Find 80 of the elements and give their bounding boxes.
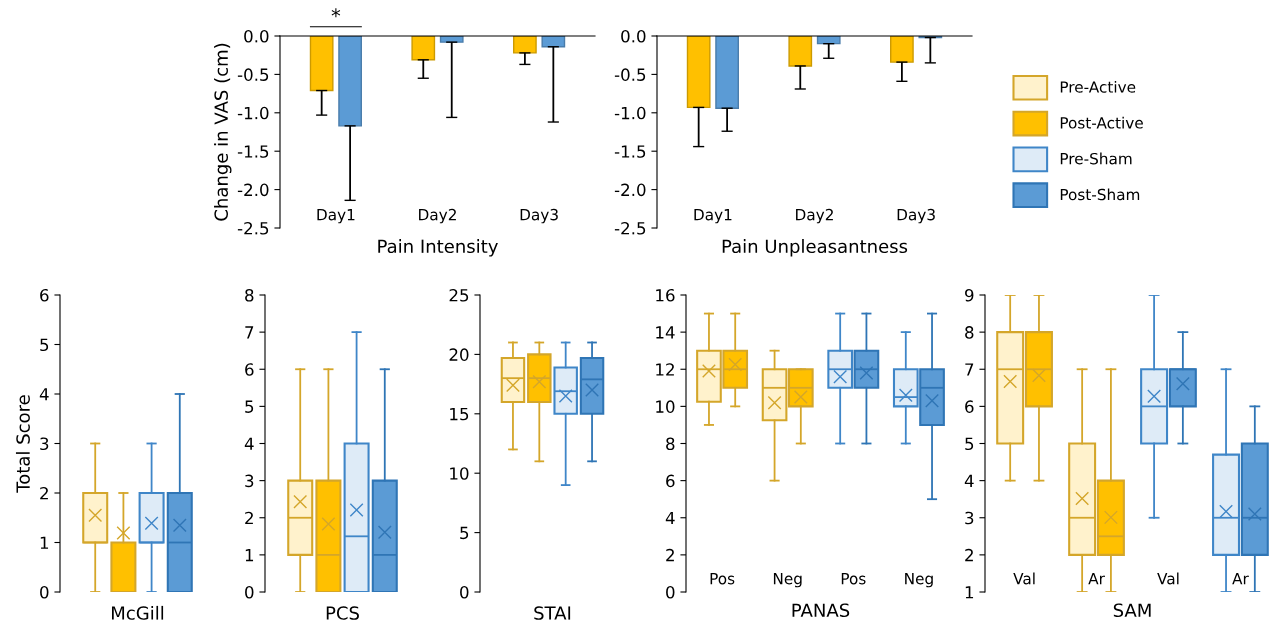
y-tick-label: 4 — [244, 437, 254, 450]
y-tick-label: 0 — [666, 585, 675, 599]
x-tick-label: Neg — [773, 573, 802, 588]
y-tick-label: 4 — [39, 388, 49, 401]
x-tick-label: Pos — [710, 573, 735, 585]
x-tick-label: McGill — [112, 605, 164, 620]
y-tick-label: 15 — [450, 407, 469, 421]
y-axis-title: Change in VAS (cm) — [214, 43, 232, 221]
legend-label: Post-Active — [1060, 116, 1143, 129]
x-axis-title: PANAS — [792, 603, 850, 618]
y-tick-label: 0.0 — [244, 29, 269, 43]
y-tick-label: 6 — [40, 288, 49, 302]
y-tick-label: 0.0 — [621, 29, 646, 43]
y-tick-label: 5 — [965, 437, 974, 451]
y-tick-label: 5 — [40, 338, 49, 352]
x-tick-label: Ar — [1088, 573, 1105, 585]
x-tick-label: Day1 — [317, 209, 355, 224]
y-tick-label: 12 — [656, 363, 674, 376]
y-tick-label: -2.0 — [614, 183, 646, 197]
x-axis-title: Pain Intensity — [378, 239, 498, 257]
y-tick-label: 1 — [245, 549, 254, 562]
y-tick-label: 3 — [245, 474, 254, 488]
x-axis-title: Pain Unpleasantness — [722, 239, 908, 257]
y-tick-label: 0 — [40, 585, 49, 599]
x-tick-label: Day3 — [897, 208, 935, 224]
y-tick-label: 5 — [245, 400, 254, 413]
y-tick-label: 10 — [450, 467, 469, 480]
y-tick-label: 7 — [245, 326, 254, 339]
y-tick-label: 8 — [965, 326, 974, 339]
y-tick-label: -2.5 — [614, 221, 646, 235]
legend-label: Post-Sham — [1060, 188, 1140, 201]
y-tick-label: 6 — [666, 474, 675, 488]
x-tick-label: Neg — [905, 573, 933, 588]
y-tick-label: 7 — [965, 363, 974, 376]
x-axis-title: SAM — [1113, 603, 1151, 618]
y-tick-label: -0.5 — [237, 68, 269, 81]
x-tick-label: STAI — [534, 606, 571, 620]
y-tick-label: 0 — [460, 585, 469, 599]
legend-label: Pre-Sham — [1060, 152, 1132, 165]
y-tick-label: 5 — [460, 526, 469, 540]
x-tick-label: Ar — [1232, 573, 1249, 585]
legend-label: Pre-Active — [1060, 80, 1136, 93]
y-tick-label: 2 — [245, 511, 253, 525]
y-tick-label: 20 — [449, 348, 469, 361]
y-tick-label: -0.5 — [614, 68, 646, 81]
y-tick-label: 6 — [245, 363, 254, 376]
y-tick-label: 2 — [666, 548, 674, 562]
x-tick-label: Val — [1157, 572, 1179, 585]
x-tick-label: Day2 — [419, 208, 456, 224]
y-tick-label: 10 — [656, 400, 675, 413]
y-tick-label: 4 — [964, 474, 974, 487]
y-tick-label: 6 — [965, 400, 974, 413]
y-axis-title: Total Score — [15, 395, 30, 493]
x-tick-label: PCS — [326, 606, 359, 620]
y-tick-label: 9 — [965, 288, 974, 302]
y-tick-label: 0 — [245, 585, 254, 599]
y-tick-label: 4 — [665, 511, 675, 525]
y-tick-label: 16 — [656, 288, 675, 302]
x-tick-label: Pos — [841, 573, 866, 585]
y-tick-label: 14 — [656, 326, 675, 339]
y-tick-label: 2 — [40, 486, 48, 500]
y-tick-label: 8 — [245, 288, 254, 302]
x-tick-label: Val — [1013, 572, 1035, 585]
text: * — [331, 8, 341, 18]
y-tick-label: -1.5 — [237, 145, 269, 158]
x-tick-label: Day2 — [796, 208, 833, 224]
x-tick-label: Day1 — [694, 209, 732, 224]
y-tick-label: 25 — [449, 288, 469, 302]
x-tick-label: Day3 — [520, 208, 558, 224]
y-tick-label: -2.0 — [237, 183, 269, 197]
y-tick-label: 1 — [965, 586, 974, 599]
y-tick-label: 8 — [666, 437, 675, 451]
y-tick-label: -1.0 — [237, 106, 269, 120]
y-tick-label: 3 — [965, 511, 974, 525]
y-tick-label: -1.5 — [614, 145, 646, 158]
y-tick-label: 3 — [40, 437, 49, 451]
y-tick-label: 1 — [40, 536, 49, 549]
y-tick-label: 2 — [965, 548, 973, 562]
y-tick-label: -1.0 — [614, 106, 646, 120]
y-tick-label: -2.5 — [237, 221, 269, 235]
